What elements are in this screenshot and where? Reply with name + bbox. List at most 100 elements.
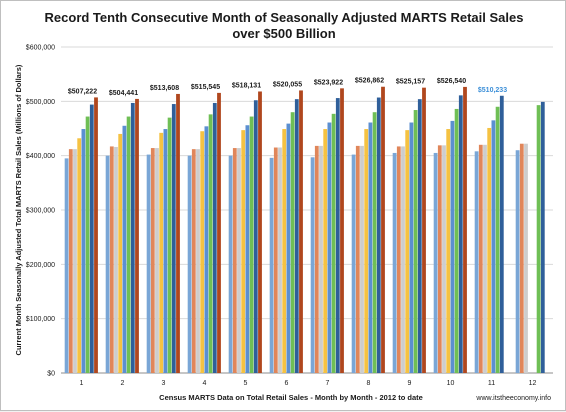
bar <box>360 145 364 373</box>
bar <box>135 98 139 374</box>
data-label: $504,441 <box>109 90 138 97</box>
data-label: $526,540 <box>437 78 466 85</box>
bar <box>446 129 451 373</box>
y-tick-label: $600,000 <box>26 45 55 52</box>
bar <box>196 149 200 373</box>
data-label: $513,608 <box>150 85 179 92</box>
bar <box>85 116 90 374</box>
x-axis-label: Census MARTS Data on Total Retail Sales … <box>159 393 423 402</box>
source-note: www.itstheeconomy.info <box>475 395 551 402</box>
bar <box>450 120 455 373</box>
bar <box>237 148 241 373</box>
bar <box>81 129 86 373</box>
bar <box>515 150 520 373</box>
bar <box>376 97 381 373</box>
x-tick-label: 10 <box>447 380 455 387</box>
bar <box>314 145 319 373</box>
y-tick-label: $200,000 <box>26 262 55 269</box>
bar <box>335 98 340 373</box>
bar <box>258 91 262 373</box>
bar <box>524 143 528 373</box>
data-label: $515,545 <box>191 84 220 91</box>
bar <box>163 129 168 373</box>
bar <box>171 104 176 374</box>
bar <box>536 105 541 373</box>
x-tick-label: 2 <box>121 380 125 387</box>
x-tick-label: 7 <box>326 380 330 387</box>
bar <box>122 125 127 373</box>
bar <box>463 86 467 373</box>
bar <box>396 146 401 373</box>
bar <box>364 129 369 373</box>
data-labels: $507,222 $504,441 $513,608 $515,545 $518,131… <box>68 78 507 97</box>
bar <box>495 106 500 374</box>
bar <box>327 122 332 374</box>
bar <box>282 129 287 373</box>
bar <box>491 120 496 373</box>
bar <box>204 126 209 373</box>
bar <box>401 146 405 373</box>
bar <box>278 147 282 373</box>
y-tick-label: $100,000 <box>26 316 55 323</box>
bar <box>442 145 446 373</box>
data-label: $523,922 <box>314 79 343 86</box>
x-tick-label: 9 <box>408 380 412 387</box>
gridlines <box>61 46 553 374</box>
data-label: $525,157 <box>396 79 425 86</box>
bar <box>212 102 217 374</box>
bar <box>381 86 385 374</box>
x-axis-ticks: 1 2 3 4 5 6 7 8 9 10 11 12 <box>80 380 537 387</box>
x-tick-label: 11 <box>488 380 495 387</box>
bar <box>249 116 254 374</box>
data-label: $510,233 <box>478 87 507 94</box>
bar <box>417 99 422 373</box>
y-axis-ticks: $0 $100,000 $200,000 $300,000 $400,000 $500,0… <box>26 45 55 378</box>
bar <box>405 130 410 373</box>
x-tick-label: 3 <box>162 380 166 387</box>
bar <box>200 131 205 373</box>
data-label: $526,862 <box>355 78 384 85</box>
bar <box>454 108 459 373</box>
bar <box>519 143 524 373</box>
bar <box>422 87 426 373</box>
bar <box>299 90 303 373</box>
bar <box>245 125 250 374</box>
bar <box>109 146 114 373</box>
data-label: $518,131 <box>232 82 261 89</box>
bar <box>474 151 479 373</box>
bar <box>392 152 397 373</box>
bar <box>167 117 172 373</box>
y-tick-label: $400,000 <box>26 153 55 160</box>
chart-title-line-1: Record Tenth Consecutive Month of Season… <box>45 10 524 25</box>
bar <box>499 95 504 374</box>
bar <box>331 113 336 373</box>
bar <box>540 101 545 373</box>
data-label: $507,222 <box>68 88 97 95</box>
bar <box>478 144 483 373</box>
bar <box>483 144 487 373</box>
bar <box>290 112 295 373</box>
bar <box>458 95 463 374</box>
bar <box>232 148 237 373</box>
bars <box>64 86 545 374</box>
bar <box>273 147 278 373</box>
bar <box>487 127 492 374</box>
bar <box>146 154 151 373</box>
bar <box>310 157 315 373</box>
x-tick-label: 4 <box>203 380 207 387</box>
bar <box>437 145 442 373</box>
y-tick-label: $0 <box>47 371 55 378</box>
bar <box>286 123 291 373</box>
bar <box>269 157 274 373</box>
bar <box>187 155 192 373</box>
bar <box>73 149 77 373</box>
bar <box>340 88 344 373</box>
bar <box>68 149 73 373</box>
chart-title-line-2: over $500 Billion <box>232 26 335 41</box>
bar <box>77 138 82 373</box>
y-tick-label: $500,000 <box>26 99 55 106</box>
bar <box>89 104 94 373</box>
bar <box>150 148 155 373</box>
